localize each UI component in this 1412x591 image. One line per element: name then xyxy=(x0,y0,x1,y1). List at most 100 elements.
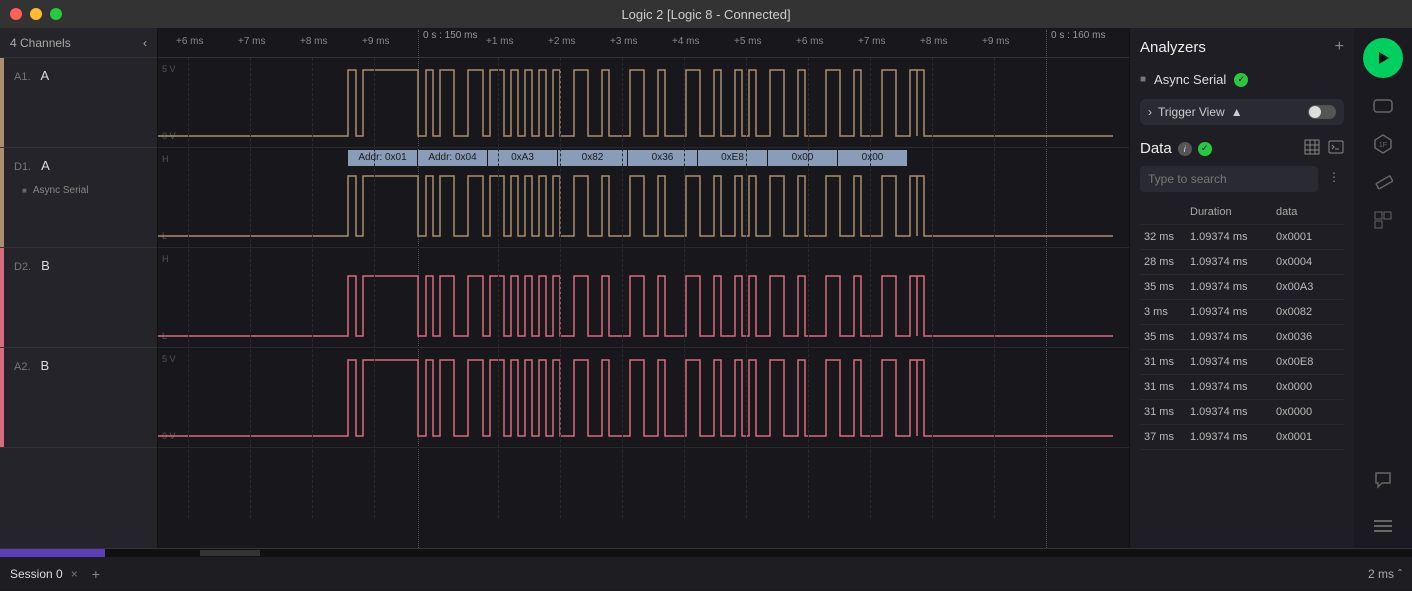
timeline-tick: +7 ms xyxy=(238,36,266,47)
data-time: 31 ms xyxy=(1140,400,1186,424)
minimap-selection[interactable] xyxy=(0,549,105,557)
add-session-icon[interactable]: + xyxy=(92,566,100,582)
session-tab[interactable]: Session 0 × xyxy=(10,567,78,581)
decoded-byte[interactable]: 0x82 xyxy=(558,150,628,166)
channel-name: B xyxy=(41,358,50,373)
data-table-row[interactable]: 31 ms1.09374 ms0x0000 xyxy=(1140,375,1344,400)
data-value: 0x0000 xyxy=(1272,400,1344,424)
terminal-view-icon[interactable] xyxy=(1328,139,1344,158)
data-table: Duration data 32 ms1.09374 ms0x000128 ms… xyxy=(1140,200,1344,538)
menu-icon[interactable] xyxy=(1373,516,1393,536)
trigger-view-row[interactable]: › Trigger View ▲ xyxy=(1140,99,1344,125)
data-value: 0x0001 xyxy=(1272,225,1344,249)
timeline-ruler[interactable]: +6 ms+7 ms+8 ms+9 ms+1 ms+2 ms+3 ms+4 ms… xyxy=(158,28,1129,58)
timeline-tick: +3 ms xyxy=(610,36,638,47)
analyzer-item[interactable]: ■ Async Serial ✓ xyxy=(1140,66,1344,93)
waveform-row[interactable]: 5 V0 V xyxy=(158,348,1129,448)
data-value: 0x00A3 xyxy=(1272,275,1344,299)
data-duration: 1.09374 ms xyxy=(1186,325,1272,349)
timeline-tick: +9 ms xyxy=(362,36,390,47)
channel-block[interactable]: D1.AAsync Serial xyxy=(0,148,157,248)
data-time: 37 ms xyxy=(1140,425,1186,449)
window-title: Logic 2 [Logic 8 - Connected] xyxy=(621,7,790,22)
measure-icon[interactable] xyxy=(1373,172,1393,192)
col-duration[interactable]: Duration xyxy=(1186,200,1272,224)
info-icon[interactable]: i xyxy=(1178,142,1192,156)
data-time: 31 ms xyxy=(1140,350,1186,374)
check-icon: ✓ xyxy=(1234,73,1248,87)
analyzers-panel: Analyzers + ■ Async Serial ✓ › Trigger V… xyxy=(1129,28,1354,548)
waveform-row[interactable]: HL xyxy=(158,248,1129,348)
data-time: 3 ms xyxy=(1140,300,1186,324)
decoded-byte[interactable]: 0x36 xyxy=(628,150,698,166)
channel-block[interactable]: A1.A xyxy=(0,58,157,148)
close-tab-icon[interactable]: × xyxy=(71,567,78,581)
data-time: 32 ms xyxy=(1140,225,1186,249)
timeline-tick: +8 ms xyxy=(300,36,328,47)
waveform-trace xyxy=(158,58,1113,148)
data-title: Data xyxy=(1140,140,1172,157)
channel-block[interactable]: A2. B xyxy=(0,348,157,448)
start-capture-button[interactable] xyxy=(1363,38,1403,78)
data-table-row[interactable]: 37 ms1.09374 ms0x0001 xyxy=(1140,425,1344,450)
minimize-window-button[interactable] xyxy=(30,8,42,20)
add-analyzer-icon[interactable]: + xyxy=(1335,38,1344,56)
data-table-row[interactable]: 31 ms1.09374 ms0x00E8 xyxy=(1140,350,1344,375)
data-search-input[interactable] xyxy=(1140,166,1318,192)
hex-icon[interactable]: 1F xyxy=(1373,134,1393,154)
data-table-row[interactable]: 28 ms1.09374 ms0x0004 xyxy=(1140,250,1344,275)
channels-header[interactable]: 4 Channels ‹ xyxy=(0,28,157,58)
data-table-row[interactable]: 31 ms1.09374 ms0x0000 xyxy=(1140,400,1344,425)
warning-icon: ▲ xyxy=(1231,105,1243,119)
zoom-indicator[interactable]: 2 ms ˆ xyxy=(1368,567,1402,581)
timeline-tick: +1 ms xyxy=(486,36,514,47)
device-icon[interactable] xyxy=(1373,96,1393,116)
data-table-header: Duration data xyxy=(1140,200,1344,225)
waveform-row[interactable]: HLAddr: 0x01Addr: 0x040xA30x820x360xE80x… xyxy=(158,148,1129,248)
chevron-right-icon: › xyxy=(1148,105,1152,119)
chat-icon[interactable] xyxy=(1373,470,1393,490)
channel-block[interactable]: D2.B xyxy=(0,248,157,348)
channel-analyzer-tag[interactable]: Async Serial xyxy=(0,183,157,204)
channels-sidebar: 4 Channels ‹ A1.AD1.AAsync SerialD2.BA2.… xyxy=(0,28,158,548)
timeline-tick: +6 ms xyxy=(176,36,204,47)
data-duration: 1.09374 ms xyxy=(1186,275,1272,299)
layout-icon[interactable] xyxy=(1373,210,1393,230)
waveform-trace xyxy=(158,248,1113,348)
data-duration: 1.09374 ms xyxy=(1186,225,1272,249)
waveform-area[interactable]: +6 ms+7 ms+8 ms+9 ms+1 ms+2 ms+3 ms+4 ms… xyxy=(158,28,1129,548)
data-value: 0x00E8 xyxy=(1272,350,1344,374)
trigger-view-toggle[interactable] xyxy=(1308,105,1336,119)
waveform-row[interactable]: 5 V0 V xyxy=(158,58,1129,148)
data-duration: 1.09374 ms xyxy=(1186,250,1272,274)
channel-id: A1. xyxy=(14,71,31,83)
data-table-row[interactable]: 35 ms1.09374 ms0x0036 xyxy=(1140,325,1344,350)
timeline-tick: +6 ms xyxy=(796,36,824,47)
collapse-sidebar-icon[interactable]: ‹ xyxy=(143,36,147,50)
decoded-byte[interactable]: 0x00 xyxy=(768,150,838,166)
data-table-row[interactable]: 35 ms1.09374 ms0x00A3 xyxy=(1140,275,1344,300)
data-value: 0x0004 xyxy=(1272,250,1344,274)
timeline-tick: +5 ms xyxy=(734,36,762,47)
more-options-icon[interactable]: ⋮ xyxy=(1324,166,1344,192)
table-view-icon[interactable] xyxy=(1304,139,1320,158)
maximize-window-button[interactable] xyxy=(50,8,62,20)
col-data[interactable]: data xyxy=(1272,200,1344,224)
close-window-button[interactable] xyxy=(10,8,22,20)
data-table-row[interactable]: 3 ms1.09374 ms0x0082 xyxy=(1140,300,1344,325)
minimap[interactable] xyxy=(0,549,1412,557)
decoded-byte[interactable]: Addr: 0x04 xyxy=(418,150,488,166)
waveform-trace xyxy=(158,348,1113,448)
decoded-byte[interactable]: Addr: 0x01 xyxy=(348,150,418,166)
session-label: Session 0 xyxy=(10,567,63,581)
decoded-byte[interactable]: 0xE8 xyxy=(698,150,768,166)
decoded-bytes-row: Addr: 0x01Addr: 0x040xA30x820x360xE80x00… xyxy=(158,150,1129,166)
data-table-row[interactable]: 32 ms1.09374 ms0x0001 xyxy=(1140,225,1344,250)
channel-id: D2. xyxy=(14,261,31,273)
data-time: 35 ms xyxy=(1140,325,1186,349)
decoded-byte[interactable]: 0x00 xyxy=(838,150,908,166)
timeline-tick: +2 ms xyxy=(548,36,576,47)
timeline-tick: +8 ms xyxy=(920,36,948,47)
channel-id: A2. xyxy=(14,361,31,373)
data-value: 0x0082 xyxy=(1272,300,1344,324)
